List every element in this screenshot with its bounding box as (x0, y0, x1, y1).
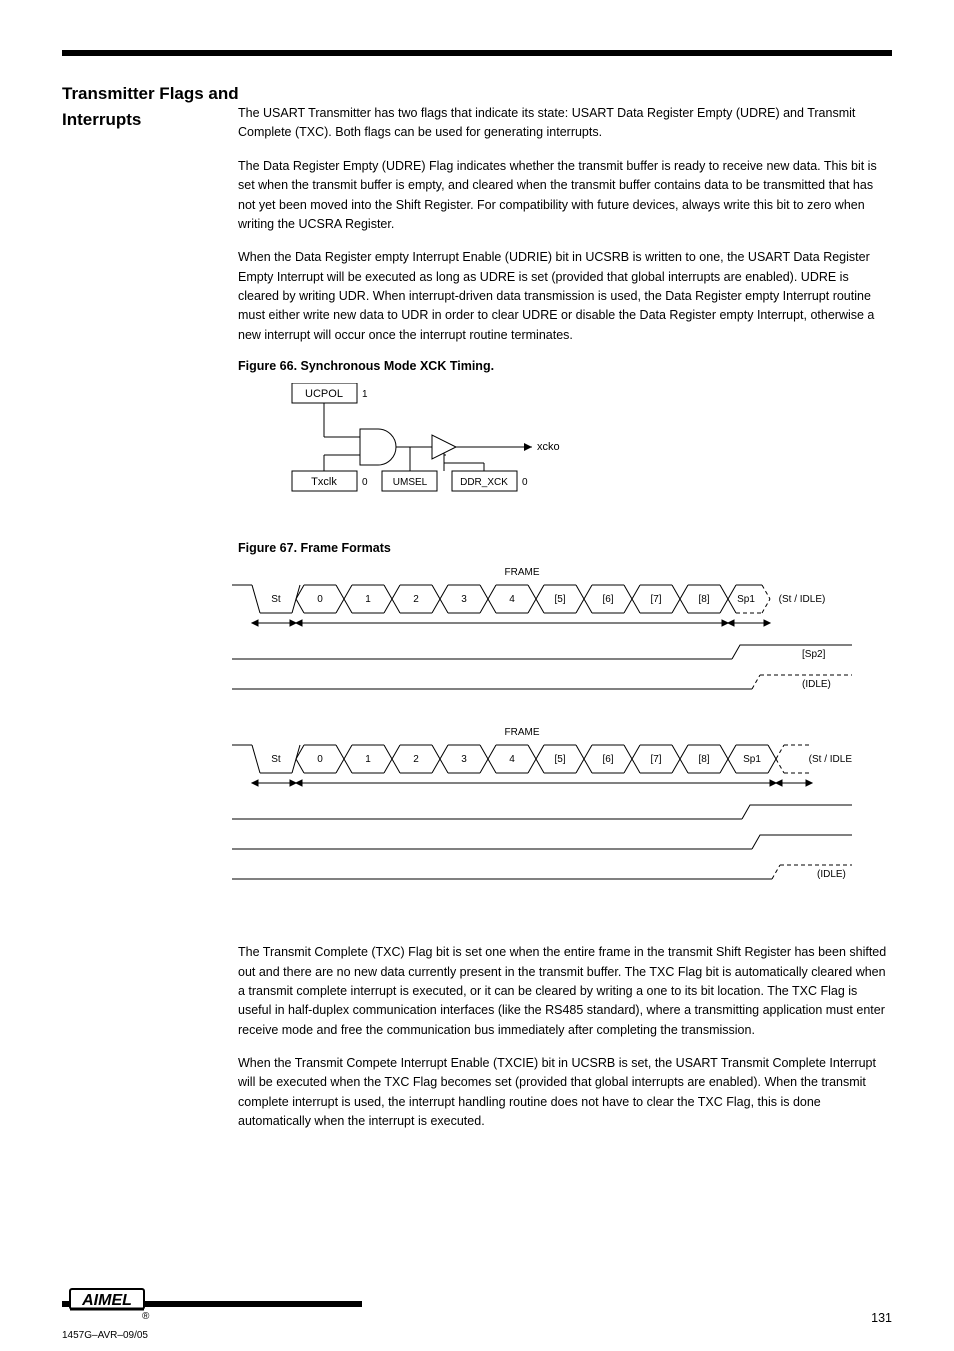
figure-66: UCPOL 1 Txclk 0 UMSEL xcko (232, 383, 892, 523)
footer: AIMEL ® 131 1457G–AVR–09/05 (62, 1301, 892, 1321)
label-frame-1: FRAME (505, 567, 540, 578)
bit-stidle-a: (St / IDLE) (779, 594, 826, 605)
figure-66-svg: UCPOL 1 Txclk 0 UMSEL xcko (232, 383, 592, 523)
para-3: When the Data Register empty Interrupt E… (238, 248, 892, 345)
bit-1-b: 1 (365, 754, 371, 765)
bit-2-a: 2 (413, 594, 419, 605)
label-xcko: xcko (537, 441, 560, 453)
figure-67-caption: Figure 67. Frame Formats (238, 541, 892, 555)
atmel-logo: AIMEL ® (62, 1281, 892, 1321)
bit-4-b: 4 (509, 754, 515, 765)
bit-3-b: 3 (461, 754, 467, 765)
bit-stidle-b: (St / IDLE) (809, 754, 852, 765)
top-rule (62, 50, 892, 56)
page-number: 131 (871, 1311, 892, 1325)
doc-id: 1457G–AVR–09/05 (62, 1330, 148, 1341)
label-frame-2: FRAME (505, 727, 540, 738)
label-umsel: UMSEL (393, 477, 428, 488)
figure-67-svg: FRAME St (232, 565, 852, 925)
bit-6-b: [6] (602, 754, 613, 765)
label-zero-0: 0 (362, 477, 368, 488)
page: Transmitter Flags and Interrupts The USA… (0, 0, 954, 1351)
bit-6-a: [6] (602, 594, 613, 605)
label-ddrxck: DDR_XCK (460, 477, 508, 488)
label-txclk: Txclk (311, 476, 337, 488)
svg-text:AIMEL: AIMEL (81, 1292, 132, 1309)
label-idle-b: (IDLE) (817, 869, 846, 880)
bit-5-a: [5] (554, 594, 565, 605)
bit-0-b: 0 (317, 754, 323, 765)
para-2: The Data Register Empty (UDRE) Flag indi… (238, 157, 892, 235)
bit-5-b: [5] (554, 754, 565, 765)
bit-0-a: 0 (317, 594, 323, 605)
bit-4-a: 4 (509, 594, 515, 605)
bit-8-b: [8] (698, 754, 709, 765)
section-title-1: Transmitter Flags and (62, 84, 892, 104)
label-sp2-a: [Sp2] (802, 649, 826, 660)
bit-8-a: [8] (698, 594, 709, 605)
bit-7-a: [7] (650, 594, 661, 605)
figure-66-caption-text: Figure 66. Synchronous Mode XCK Timing. (238, 359, 494, 373)
label-ucpol: UCPOL (305, 388, 343, 400)
bit-1-a: 1 (365, 594, 371, 605)
bit-st-2: St (271, 754, 281, 765)
bit-sp1-b: Sp1 (743, 754, 761, 765)
bit-st-1: St (271, 594, 281, 605)
bit-3-a: 3 (461, 594, 467, 605)
figure-66-caption: Figure 66. Synchronous Mode XCK Timing. (238, 359, 892, 373)
bit-7-b: [7] (650, 754, 661, 765)
label-zero-1: 0 (522, 477, 528, 488)
svg-text:®: ® (142, 1311, 150, 1321)
para-1: The USART Transmitter has two flags that… (238, 104, 892, 143)
label-idle-a: (IDLE) (802, 679, 831, 690)
para-4: The Transmit Complete (TXC) Flag bit is … (238, 943, 892, 1040)
para-5: When the Transmit Compete Interrupt Enab… (238, 1054, 892, 1132)
figure-67: FRAME St (232, 565, 892, 925)
bit-sp1-a: Sp1 (737, 594, 755, 605)
label-one: 1 (362, 389, 368, 400)
figure-67-caption-text: Figure 67. Frame Formats (238, 541, 391, 555)
bit-2-b: 2 (413, 754, 419, 765)
